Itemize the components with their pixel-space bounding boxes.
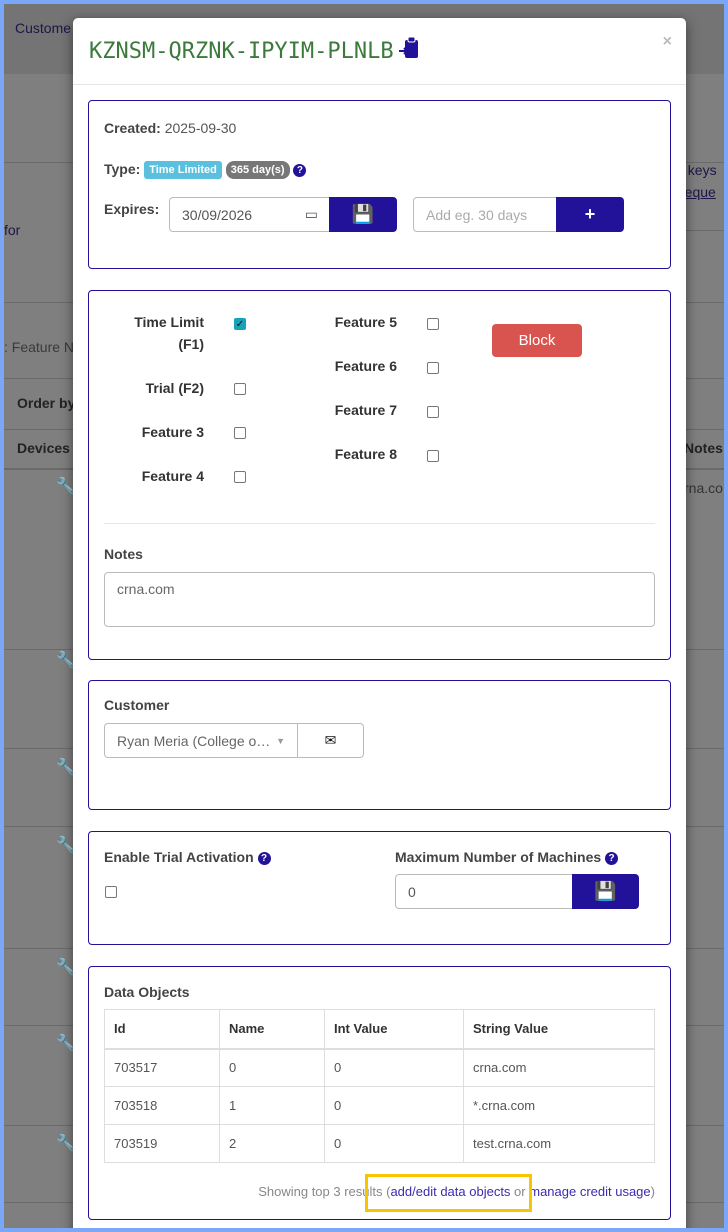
cell-string: crna.com [463,1048,655,1087]
column-header: Int Value [324,1009,464,1050]
add-days-input[interactable]: Add eg. 30 days [413,197,558,232]
features-panel: Time Limit (F1) ✓ Trial (F2) Feature 3 F… [88,290,671,660]
bg-link: reque [680,184,716,200]
close-button[interactable]: × [662,33,672,50]
cell-string: *.crna.com [463,1086,655,1125]
modal-title: KZNSM-QRZNK-IPYIM-PLNLB [89,36,420,66]
highlight-box [365,1174,532,1212]
add-days-button[interactable]: + [556,197,624,232]
max-machines-label: Maximum Number of Machines [395,849,602,865]
feature-6-checkbox[interactable] [427,362,439,374]
cell-int: 0 [324,1048,464,1087]
customer-select[interactable]: Ryan Meria (College o… ▼ [104,723,298,758]
feature-label: Feature 6 [334,358,397,374]
data-objects-table: Id Name Int Value String Value 703517 0 0 c… [104,1009,655,1163]
trial-label: Enable Trial Activation [104,849,254,865]
license-key: KZNSM-QRZNK-IPYIM-PLNLB [89,38,394,64]
feature-1-checkbox[interactable]: ✓ [234,318,246,330]
modal-header: KZNSM-QRZNK-IPYIM-PLNLB × [73,18,686,85]
clipboard-import-icon[interactable] [398,36,420,66]
help-icon[interactable]: ? [605,851,619,865]
cell-name: 2 [219,1124,325,1163]
data-objects-label: Data Objects [104,984,190,1000]
feature-label: Feature 5 [334,314,397,330]
feature-label: Feature 4 [141,468,204,484]
save-icon: 💾 [594,881,617,901]
wrench-icon: 🔧 [56,759,76,776]
cell-string: test.crna.com [463,1124,655,1163]
feature-5-checkbox[interactable] [427,318,439,330]
feature-label: Feature 3 [141,424,204,440]
notes-textarea[interactable]: crna.com [104,572,655,627]
feature-2-checkbox[interactable] [234,383,246,395]
table-row: 703519 2 0 test.crna.com [104,1124,655,1163]
bg-devices-header: Devices [17,440,70,456]
max-machines-input[interactable]: 0 [395,874,573,909]
wrench-icon: 🔧 [56,1135,76,1152]
dropdown-caret-icon: ▼ [276,735,285,746]
feature-label: Trial (F2) [145,380,204,396]
trial-panel: Enable Trial Activation ? Maximum Number… [88,831,671,945]
trial-checkbox[interactable] [105,886,117,898]
bg-text: for [4,222,21,238]
type-label: Type: [104,161,141,177]
cell-id: 703518 [104,1086,220,1125]
feature-label: Feature 7 [334,402,397,418]
save-max-machines-button[interactable]: 💾 [572,874,639,909]
table-row: 703517 0 0 crna.com [104,1048,655,1087]
duration-badge: 365 day(s) [225,161,290,180]
feature-8-checkbox[interactable] [427,450,439,462]
bg-text: : Feature N [4,339,75,355]
add-edit-data-objects-link[interactable]: add/edit data objects [390,1184,511,1199]
license-modal: KZNSM-QRZNK-IPYIM-PLNLB × Created: 2025-… [73,18,686,1228]
bg-text: t keys [680,162,717,178]
email-customer-button[interactable]: ✉ [297,723,364,758]
wrench-icon: 🔧 [56,837,76,854]
background-page: Custome for t keys reque : Feature N Ord… [4,4,724,1228]
bg-notes-cell: rna.co [684,480,723,496]
cell-int: 0 [324,1124,464,1163]
envelope-icon: ✉ [324,732,337,748]
cell-int: 0 [324,1086,464,1125]
created-label: Created: [104,120,161,136]
created-value: 2025-09-30 [164,120,237,136]
table-row: 703518 1 0 *.crna.com [104,1086,655,1125]
manage-credit-usage-link[interactable]: manage credit usage [529,1184,651,1199]
column-header: Name [219,1009,325,1050]
data-objects-footer: Showing top 3 results (add/edit data obj… [258,1184,655,1199]
block-button[interactable]: Block [492,324,582,357]
divider [104,523,655,524]
calendar-icon[interactable]: ▭ [304,206,318,222]
cell-name: 0 [219,1048,325,1087]
wrench-icon: 🔧 [56,478,76,495]
save-expiry-button[interactable]: 💾 [329,197,397,232]
type-badge: Time Limited [144,161,222,180]
customer-panel: Customer Ryan Meria (College o… ▼ ✉ [88,680,671,810]
wrench-icon: 🔧 [56,959,76,976]
feature-label: Feature 8 [334,446,397,462]
help-icon[interactable]: ? [257,851,271,865]
feature-3-checkbox[interactable] [234,427,246,439]
customer-label: Customer [104,697,170,713]
column-header: String Value [463,1009,655,1050]
column-header: Id [104,1009,220,1050]
feature-7-checkbox[interactable] [427,406,439,418]
wrench-icon: 🔧 [56,1035,76,1052]
data-objects-panel: Data Objects Id Name Int Value String Va… [88,966,671,1220]
save-icon: 💾 [351,204,375,224]
wrench-icon: 🔧 [56,652,76,669]
cell-id: 703517 [104,1048,220,1087]
expires-label: Expires: [104,201,160,217]
bg-order-by: Order by [17,395,76,411]
cell-id: 703519 [104,1124,220,1163]
expires-date-input[interactable]: 30/09/2026 ▭ [169,197,331,232]
help-icon[interactable]: ? [293,163,307,177]
bg-customer-link: Custome [15,20,72,36]
license-info-panel: Created: 2025-09-30 Type: Time Limited 3… [88,100,671,269]
feature-label: Time Limit (F1) [134,314,204,352]
notes-label: Notes [104,546,143,562]
feature-4-checkbox[interactable] [234,471,246,483]
cell-name: 1 [219,1086,325,1125]
bg-notes-header: Notes [684,440,723,456]
